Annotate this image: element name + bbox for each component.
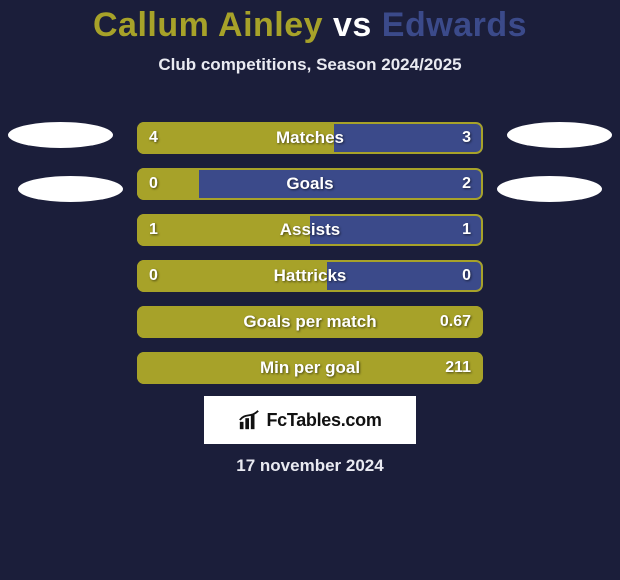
stat-value-right: 0.67 <box>440 306 471 338</box>
stat-label: Goals per match <box>137 306 483 338</box>
stat-value-right: 0 <box>462 260 471 292</box>
left-oval-1 <box>8 122 113 148</box>
stat-row: 1Assists1 <box>137 214 483 246</box>
stat-rows: 4Matches30Goals21Assists10Hattricks0Goal… <box>137 122 483 398</box>
stat-value-right: 2 <box>462 168 471 200</box>
stat-value-right: 3 <box>462 122 471 154</box>
right-oval-1 <box>507 122 612 148</box>
stat-row: 4Matches3 <box>137 122 483 154</box>
left-oval-2 <box>18 176 123 202</box>
stat-value-right: 1 <box>462 214 471 246</box>
player1-name: Callum Ainley <box>93 6 323 44</box>
stat-value-right: 211 <box>445 352 471 384</box>
vs-separator: vs <box>333 6 372 44</box>
stat-row: Goals per match0.67 <box>137 306 483 338</box>
title: Callum Ainley vs Edwards <box>0 0 620 45</box>
stat-label: Goals <box>137 168 483 200</box>
footer-date: 17 november 2024 <box>0 456 620 476</box>
brand-box: FcTables.com <box>204 396 416 444</box>
stat-label: Hattricks <box>137 260 483 292</box>
stat-label: Matches <box>137 122 483 154</box>
stat-row: 0Hattricks0 <box>137 260 483 292</box>
stat-row: 0Goals2 <box>137 168 483 200</box>
stat-label: Min per goal <box>137 352 483 384</box>
player2-name: Edwards <box>382 6 527 44</box>
comparison-card: Callum Ainley vs Edwards Club competitio… <box>0 0 620 580</box>
brand-text: FcTables.com <box>266 410 381 431</box>
stat-row: Min per goal211 <box>137 352 483 384</box>
subtitle: Club competitions, Season 2024/2025 <box>0 55 620 75</box>
stat-label: Assists <box>137 214 483 246</box>
brand-bars-icon <box>238 409 260 431</box>
right-oval-2 <box>497 176 602 202</box>
brand-inner: FcTables.com <box>238 409 381 431</box>
